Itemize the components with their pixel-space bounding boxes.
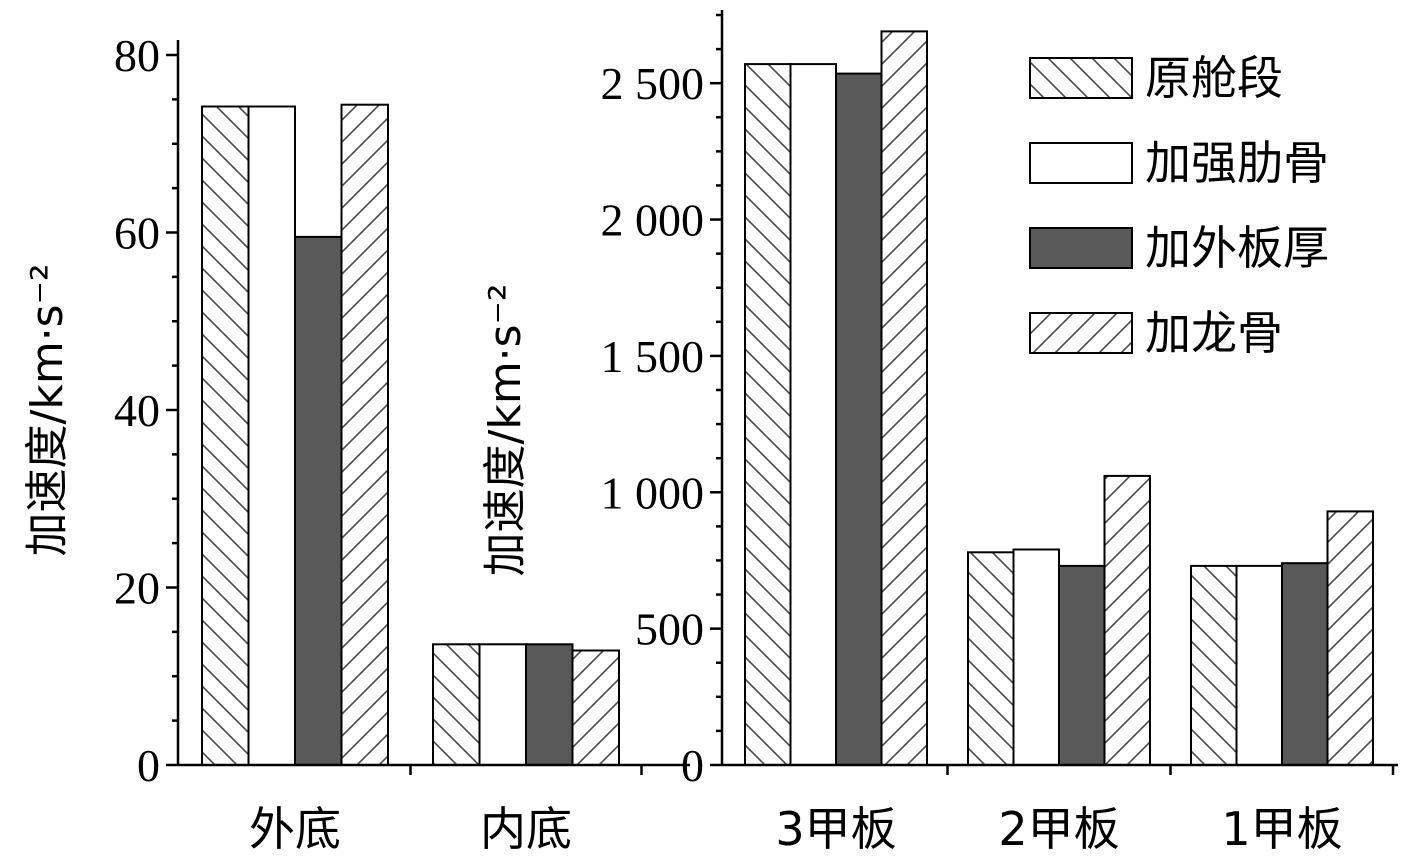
bar-right-2-0 [1190, 564, 1238, 767]
bar-right-0-1 [789, 63, 837, 767]
y-axis-label: 加速度/km·s⁻² [480, 284, 531, 577]
bar-right-1-3 [1103, 474, 1151, 766]
bar-left-1-2 [525, 643, 574, 766]
bar-right-0-3 [880, 30, 928, 766]
category-label: 1甲板 [1221, 802, 1342, 856]
bar-left-1-0 [432, 643, 481, 766]
bar-left-1-3 [571, 649, 620, 766]
legend-label: 原舱段 [1145, 51, 1283, 105]
y-tick-label: 1 500 [601, 331, 705, 382]
bar-left-0-1 [247, 105, 296, 766]
legend-label: 加强肋骨 [1145, 136, 1329, 190]
bar-right-1-2 [1058, 564, 1106, 767]
bar-right-1-1 [1012, 548, 1060, 766]
y-axis-label: 加速度/km·s⁻² [22, 264, 73, 557]
legend-swatch [1029, 142, 1133, 184]
y-tick-label: 40 [114, 385, 160, 436]
left-panel: 外底 内底 0 20 40 60 80 加速度/km·s⁻² [22, 30, 690, 856]
legend-swatch [1029, 57, 1133, 99]
legend-swatch [1029, 227, 1133, 269]
bar-right-2-3 [1326, 510, 1374, 766]
bar-left-0-0 [201, 105, 250, 766]
category-label: 2甲板 [998, 802, 1119, 856]
y-tick-label: 0 [681, 740, 704, 791]
y-tick-label: 1 000 [601, 467, 705, 518]
y-tick-label: 20 [114, 563, 160, 614]
bar-left-0-3 [340, 103, 389, 766]
bar-left-1-1 [478, 643, 527, 766]
right-panel: 3甲板 2甲板 1甲板 0 500 1 000 1 500 2 000 2 500 加速度/km·… [480, 10, 1398, 856]
legend-label: 加外板厚 [1145, 221, 1329, 275]
y-tick-label: 2 000 [601, 195, 705, 246]
bar-left-0-2 [294, 235, 343, 766]
y-tick-label: 0 [137, 740, 160, 791]
y-tick-label: 80 [114, 30, 160, 81]
bar-right-2-1 [1235, 564, 1283, 767]
y-tick-label: 500 [635, 604, 704, 655]
y-tick-label: 60 [114, 208, 160, 259]
bar-right-2-2 [1281, 562, 1329, 767]
bar-right-1-0 [967, 551, 1015, 766]
legend-label: 加龙骨 [1145, 306, 1283, 360]
bar-right-0-2 [835, 72, 883, 767]
category-label: 外底 [249, 802, 341, 856]
category-label: 3甲板 [775, 802, 896, 856]
legend-swatch [1029, 312, 1133, 354]
category-label: 内底 [480, 802, 572, 856]
y-tick-label: 2 500 [601, 58, 705, 109]
bar-right-0-0 [744, 63, 792, 767]
